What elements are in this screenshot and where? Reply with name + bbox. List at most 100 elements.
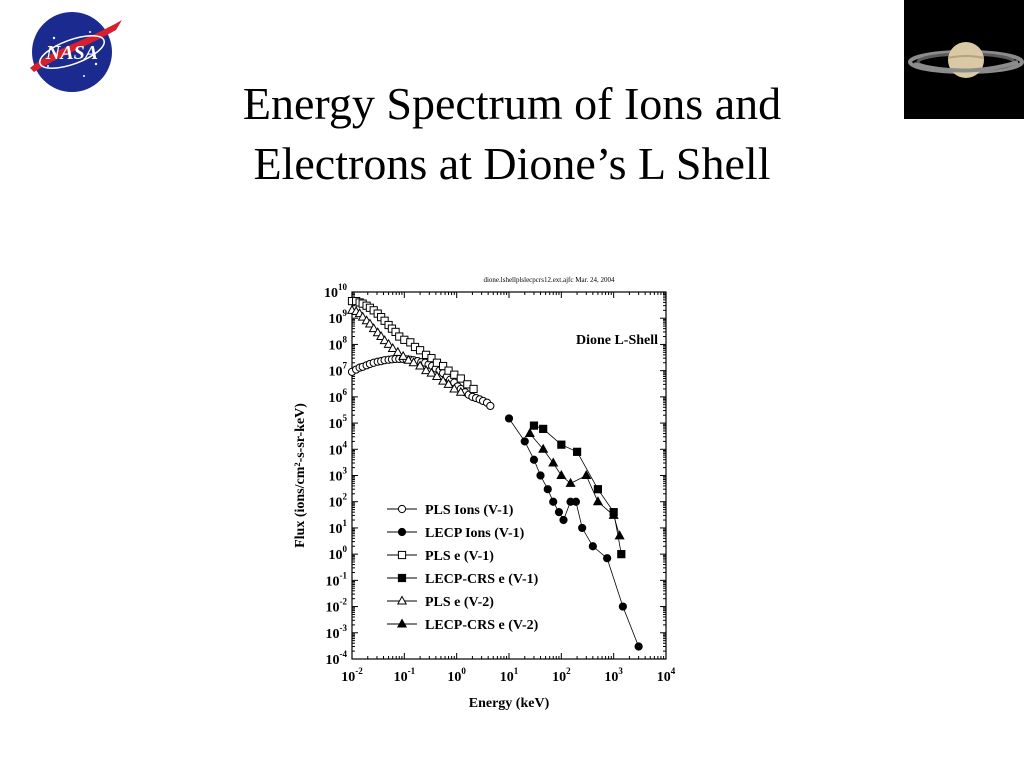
series-5-point [449,383,460,393]
x-tick-label: 10-1 [394,666,416,685]
series-3-point [469,384,478,394]
series-2-point [603,554,612,563]
y-tick-label: 104 [329,439,348,458]
series-4-point [539,424,548,433]
series-5-point [403,354,414,364]
series-2-point [543,485,552,494]
series-5-point [383,338,394,348]
y-tick-label: 10-1 [326,570,348,589]
series-2-point [588,542,597,551]
series-2-point [618,602,627,611]
series-2-point [549,497,558,506]
series-5-point [438,375,449,385]
series-6-point [524,427,535,438]
x-tick-label: 104 [657,666,676,685]
y-tick-label: 10-3 [326,623,348,642]
y-tick-label: 102 [329,492,348,511]
x-axis-label: Energy (keV) [469,696,550,711]
series-6-point [548,457,559,467]
series-5-point [415,360,426,370]
series-2-point [520,437,529,446]
series-5-point [364,318,375,328]
series-6-point [614,530,625,540]
y-tick-label: 105 [329,413,348,432]
series-3-point [463,380,472,389]
series-6-point [556,469,567,479]
x-tick-label: 100 [447,666,466,685]
spectrum-chart: dione.lshellplslecpcrs12.ext.ajfc Mar. 2… [280,268,700,718]
series-6-point [538,443,549,453]
series-6-point [608,509,619,519]
series-3-point [406,338,415,347]
y-tick-label: 10-4 [326,649,348,668]
series-6-point [592,496,603,506]
x-tick-label: 10-2 [341,666,363,685]
saturn-image-icon [904,0,1024,119]
series-5-point [398,350,409,360]
series-2-point [554,508,564,517]
series-4-point [593,485,603,494]
series-4-point [617,550,626,559]
y-axis-label: Flux (ions/cm²-s-sr-keV) [293,403,308,548]
series-2-point [529,455,539,464]
x-tick-label: 103 [604,666,623,685]
legend-marker [397,573,407,583]
y-tick-label: 100 [329,544,348,563]
series-6-point [565,477,576,487]
series-2-point [634,642,643,651]
series-2-point [504,414,514,423]
series-2-point [559,515,568,525]
series-5-point [387,342,398,352]
y-tick-label: 10-2 [326,597,348,616]
legend-marker [397,550,407,560]
series-3-point [438,361,448,371]
legend-marker [397,527,407,537]
legend-marker [396,618,408,628]
y-tick-label: 106 [329,387,348,406]
series-4-point [572,447,582,456]
legend-marker [397,504,407,514]
legend-marker [396,595,408,605]
nasa-logo-icon: NASA [24,8,124,92]
y-tick-label: 101 [329,518,348,537]
series-5-point [379,335,390,345]
y-tick-label: 107 [329,361,348,380]
y-tick-label: 109 [329,308,348,327]
legend-label: PLS e (V-1) [425,549,494,564]
series-4-point [557,440,566,449]
x-tick-label: 101 [500,666,519,685]
slide-title: Energy Spectrum of Ions and Electrons at… [150,74,874,194]
series-2-point [571,497,581,506]
y-tick-label: 1010 [324,282,348,301]
series-2-point [536,471,545,480]
series-3-point [415,346,425,355]
series-5-point [431,370,443,380]
series-5-point [408,357,419,367]
legend-label: LECP Ions (V-1) [425,526,525,541]
title-line-2: Electrons at Dione’s L Shell [253,138,771,189]
x-tick-label: 102 [552,666,571,685]
chart-svg: dione.lshellplslecpcrs12.ext.ajfc Mar. 2… [293,276,676,711]
title-line-1: Energy Spectrum of Ions and [242,78,782,129]
legend-label: PLS Ions (V-1) [425,503,514,518]
series-3-point [456,374,465,383]
series-2-point [578,523,587,533]
legend-label: LECP-CRS e (V-2) [425,618,539,633]
svg-text:NASA: NASA [45,42,98,64]
series-5-point [426,367,437,377]
series-4-point [529,421,539,430]
chart-header-note: dione.lshellplslecpcrs12.ext.ajfc Mar. 2… [483,276,615,284]
series-5-point [420,365,432,375]
y-tick-label: 103 [329,466,348,485]
series-5-point [392,346,403,356]
series-5-point [357,311,368,321]
series-1-point [486,401,495,411]
chart-annotation: Dione L-Shell [576,333,658,348]
legend-label: LECP-CRS e (V-1) [425,572,539,587]
series-5-point [368,323,379,333]
legend-label: PLS e (V-2) [425,595,494,610]
series-6-point [581,469,592,479]
series-3-point [427,354,436,363]
series-5-point [443,378,454,388]
y-tick-label: 108 [329,334,348,353]
